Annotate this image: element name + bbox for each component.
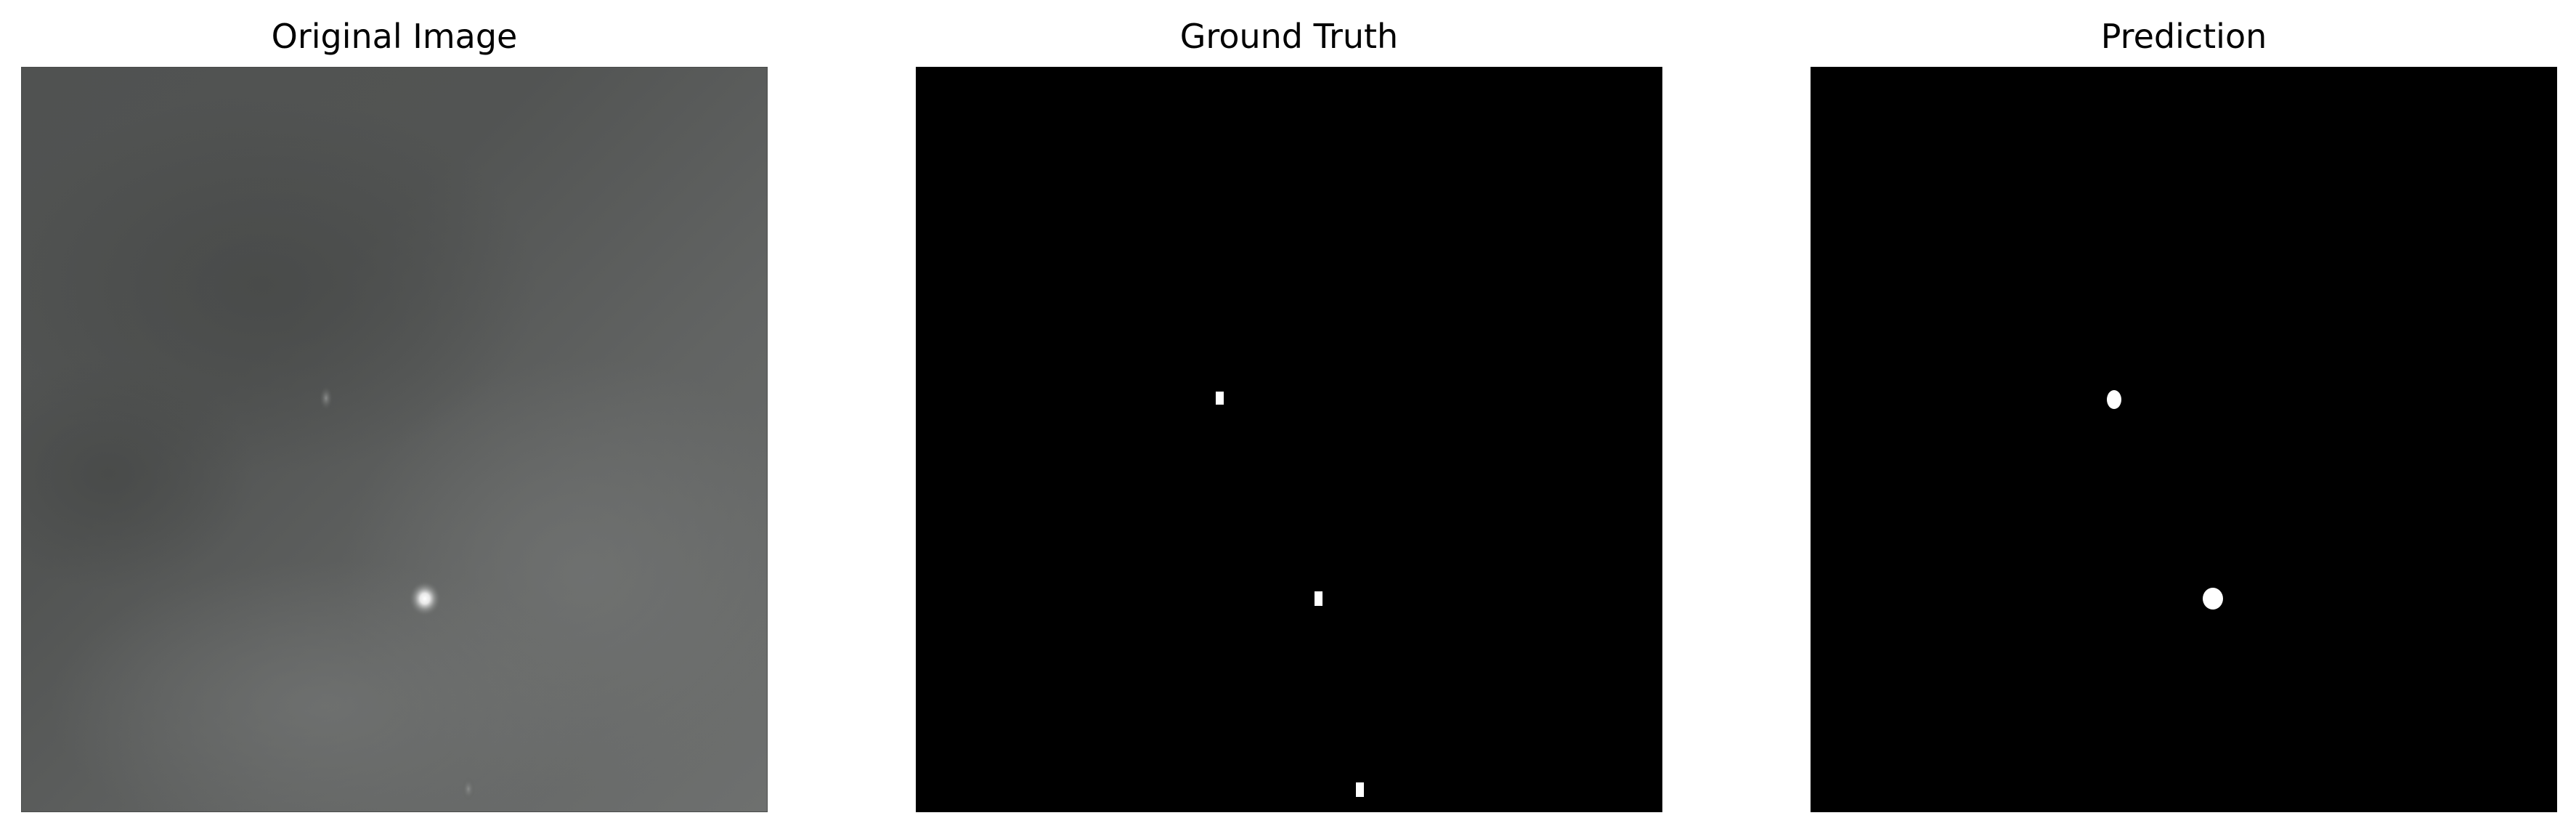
ground-truth-title: Ground Truth [1179, 17, 1399, 56]
faint-target-spot [320, 386, 333, 410]
ground-truth-panel: Ground Truth [916, 0, 1662, 834]
gt-mask-blob [1315, 591, 1322, 606]
pred-mask-blob [2107, 390, 2121, 409]
prediction-mask [1811, 67, 2557, 812]
pred-mask-blob [2203, 588, 2223, 610]
prediction-panel: Prediction [1811, 0, 2557, 834]
bright-target-spot [409, 581, 441, 616]
original-image-title: Original Image [271, 17, 518, 56]
gt-mask-blob [1356, 782, 1364, 797]
original-image [21, 67, 768, 812]
original-image-panel: Original Image [21, 0, 768, 834]
ground-truth-mask [916, 67, 1662, 812]
prediction-title: Prediction [2100, 17, 2267, 56]
faint-target-spot-bottom [462, 777, 475, 801]
gt-mask-blob [1216, 392, 1224, 405]
